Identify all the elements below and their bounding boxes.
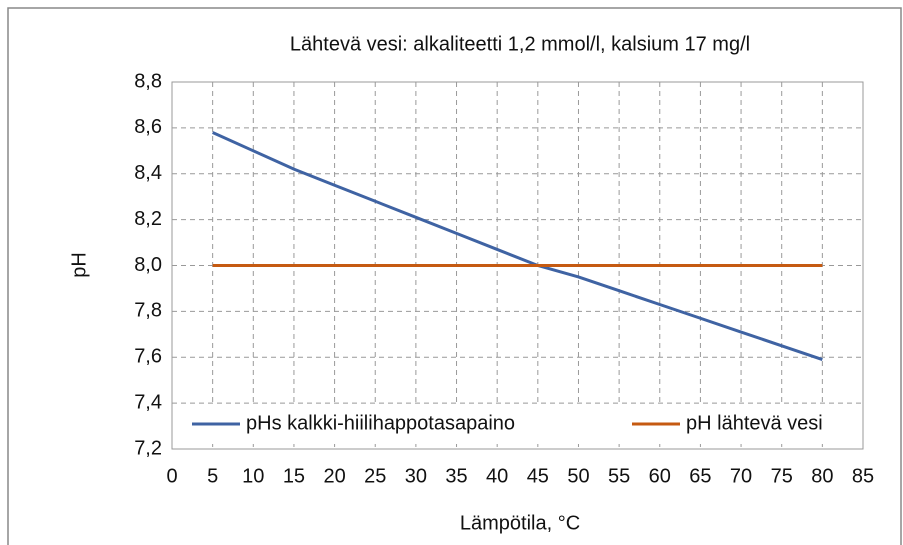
- y-tick-label: 8,0: [134, 254, 162, 276]
- x-tick-label: 85: [852, 465, 874, 487]
- y-tick-label: 8,6: [134, 116, 162, 138]
- x-tick-label: 60: [649, 465, 671, 487]
- plot-border: [171, 81, 864, 450]
- x-tick-label: 40: [486, 465, 508, 487]
- x-tick-label: 25: [364, 465, 386, 487]
- y-tick-label: 7,6: [134, 346, 162, 368]
- frame: [7, 7, 902, 545]
- series-line: [212, 131, 823, 361]
- y-tick-label: 7,2: [134, 437, 162, 459]
- y-tick-label: 7,8: [134, 300, 162, 322]
- chart-title: Lähtevä vesi: alkaliteetti 1,2 mmol/l, k…: [290, 33, 750, 55]
- x-tick-label: 80: [811, 465, 833, 487]
- x-tick-label: 55: [608, 465, 630, 487]
- legend-label: pHs kalkki-hiilihappotasapaino: [246, 412, 515, 434]
- y-tick-label: 8,8: [134, 70, 162, 92]
- x-axis-label: Lämpötila, °C: [460, 512, 580, 534]
- x-tick-label: 35: [445, 465, 467, 487]
- x-tick-label: 65: [689, 465, 711, 487]
- y-axis-label: pH: [68, 252, 90, 278]
- y-tick-label: 7,4: [134, 391, 162, 413]
- x-tick-label: 75: [771, 465, 793, 487]
- x-tick-label: 15: [283, 465, 305, 487]
- x-tick-label: 10: [242, 465, 264, 487]
- legend-box: [180, 404, 856, 444]
- x-tick-label: 30: [405, 465, 427, 487]
- y-tick-label: 8,4: [134, 162, 162, 184]
- x-tick-label: 50: [567, 465, 589, 487]
- x-tick-label: 70: [730, 465, 752, 487]
- x-tick-label: 5: [207, 465, 218, 487]
- legend-label: pH lähtevä vesi: [686, 412, 823, 434]
- x-tick-label: 0: [166, 465, 177, 487]
- x-tick-label: 45: [527, 465, 549, 487]
- y-tick-label: 8,2: [134, 208, 162, 230]
- x-tick-label: 20: [323, 465, 345, 487]
